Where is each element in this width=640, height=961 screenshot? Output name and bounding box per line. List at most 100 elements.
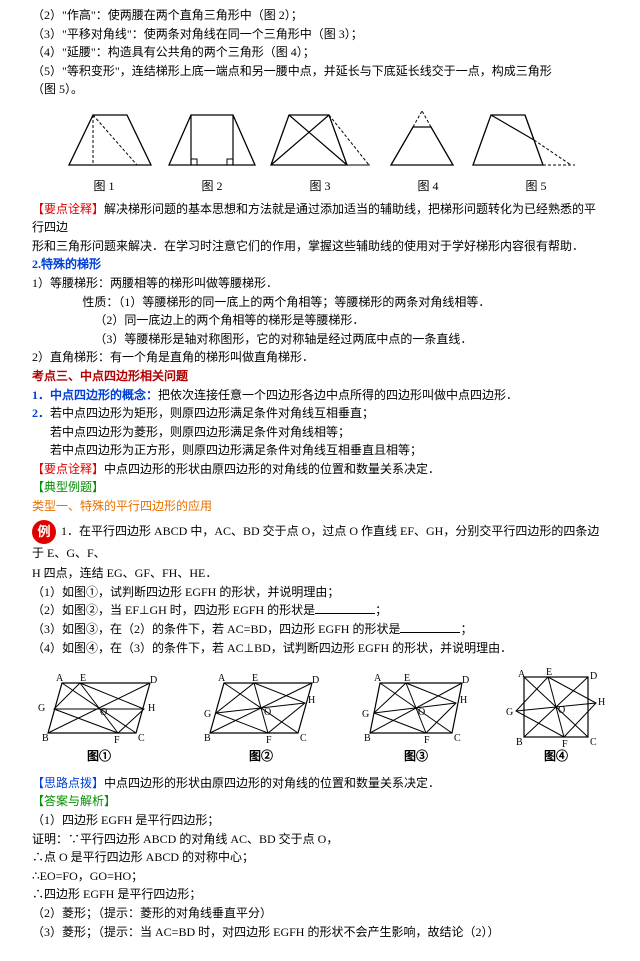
kd3-point-label: 【要点诠释】 — [32, 462, 104, 476]
svg-text:F: F — [114, 735, 120, 746]
text-line: （3）"平移对角线"：使两条对角线在同一个三角形中（图 3）； — [32, 25, 608, 44]
ex-q3: （3）如图③，在（2）的条件下，若 AC=BD，四边形 EGFH 的形状是 ； — [32, 620, 608, 639]
hint-label: 【思路点拨】 — [32, 776, 104, 790]
figure-2 — [163, 105, 261, 175]
svg-text:E: E — [404, 673, 410, 684]
ex-q2: （2）如图②，当 EF⊥GH 时，四边形 EGFH 的形状是 ； — [32, 601, 608, 620]
ex-q2-text: （2）如图②，当 EF⊥GH 时，四边形 EGFH 的形状是 — [32, 603, 315, 617]
kd3-l2a: 2． — [32, 406, 50, 420]
svg-text:A: A — [374, 673, 382, 684]
ans-3: ∴点 O 是平行四边形 ABCD 的对称中心； — [32, 848, 608, 867]
svg-text:G: G — [38, 703, 45, 714]
example-section: 【典型例题】 — [32, 478, 608, 497]
svg-text:O: O — [418, 707, 425, 718]
figure-3 — [265, 105, 375, 175]
svg-text:A: A — [518, 669, 526, 680]
svg-text:C: C — [138, 733, 145, 744]
svg-text:F: F — [266, 735, 272, 746]
s2-a1: 1）等腰梯形：两腰相等的梯形叫做等腰梯形． — [32, 274, 608, 293]
ex-q1: （1）如图①，试判断四边形 EGFH 的形状，并说明理由； — [32, 583, 608, 602]
svg-text:O: O — [558, 705, 565, 716]
svg-text:H: H — [148, 703, 155, 714]
figure-captions-1: 图 1 图 2 图 3 图 4 图 5 — [32, 177, 608, 196]
ex-q0b: H 四点，连结 EG、GF、FH、HE． — [32, 564, 608, 583]
svg-text:H: H — [308, 695, 315, 706]
ans-1: （1）四边形 EGFH 是平行四边形； — [32, 811, 608, 830]
kd3-point: 【要点诠释】中点四边形的形状由原四边形的对角线的位置和数量关系决定． — [32, 460, 608, 479]
figure-1 — [61, 105, 159, 175]
svg-text:H: H — [598, 697, 605, 708]
text-line: （5）"等积变形"，连结梯形上底一端点和另一腰中点，并延长与下底延长线交于一点，… — [32, 62, 608, 81]
text-line: （图 5）。 — [32, 80, 608, 99]
kd3-l3: 若中点四边形为菱形，则原四边形满足条件对角线相等； — [32, 423, 608, 442]
svg-text:G: G — [204, 709, 211, 720]
point-text: 解决梯形问题的基本思想和方法就是通过添加适当的辅助线，把梯形问题转化为已经熟悉的… — [32, 202, 596, 235]
caption: 图② — [194, 747, 328, 766]
svg-text:H: H — [460, 695, 467, 706]
svg-text:C: C — [454, 733, 461, 744]
example-badge: 例 — [32, 520, 56, 544]
ex-q3-end: ； — [460, 622, 472, 636]
point-text-2: 形和三角形问题来解决．在学习时注意它们的作用，掌握这些辅助线的使用对于学好梯形内… — [32, 237, 608, 256]
kd3-l4: 若中点四边形为正方形，则原四边形满足条件对角线互相垂直且相等； — [32, 441, 608, 460]
fig2-4: AE D GH O BF C 图④ — [504, 667, 608, 766]
section-2-title: 2.特殊的梯形 — [32, 255, 608, 274]
s2-p3: （3）等腰梯形是轴对称图形，它的对称轴是经过两底中点的一条直线． — [32, 330, 608, 349]
svg-text:B: B — [42, 733, 49, 744]
kd3-l1b: 把依次连接任意一个四边形各边中点所得的四边形叫做中点四边形． — [158, 388, 518, 402]
svg-text:A: A — [218, 673, 226, 684]
svg-text:E: E — [80, 673, 86, 684]
caption: 图 4 — [417, 177, 438, 196]
figure-5 — [469, 105, 579, 175]
blank-field[interactable] — [400, 621, 460, 633]
figure-row-2: A E D G H O B F C 图① A E D G H O B F C 图② — [32, 667, 608, 766]
svg-text:F: F — [424, 735, 430, 746]
ans-5: ∴四边形 EGFH 是平行四边形； — [32, 885, 608, 904]
svg-text:D: D — [312, 675, 319, 686]
blank-field[interactable] — [315, 602, 375, 614]
hint-text: 中点四边形的形状由原四边形的对角线的位置和数量关系决定． — [104, 776, 440, 790]
svg-text:C: C — [300, 733, 307, 744]
svg-text:D: D — [150, 675, 157, 686]
svg-text:O: O — [264, 707, 271, 718]
ex-q2-end: ； — [375, 603, 387, 617]
ans-7: （3）菱形；（提示：当 AC=BD 时，对四边形 EGFH 的形状不会产生影响，… — [32, 923, 608, 942]
ex-q0a: 1．在平行四边形 ABCD 中，AC、BD 交于点 O，过点 O 作直线 EF、… — [32, 523, 599, 559]
fig2-3: AE D GH O BF C 图③ — [356, 667, 476, 766]
ans-4: ∴EO=FO，GO=HO； — [32, 867, 608, 886]
figure-row-1 — [32, 105, 608, 175]
svg-text:E: E — [252, 673, 258, 684]
svg-text:C: C — [590, 737, 597, 748]
text-line: （4）"延腰"：构造具有公共角的两个三角形（图 4）； — [32, 43, 608, 62]
ans-6: （2）菱形；（提示：菱形的对角线垂直平分） — [32, 904, 608, 923]
fig2-1: AE D GH O BF C 图① — [32, 667, 166, 766]
kd3-title: 考点三、中点四边形相关问题 — [32, 367, 608, 386]
ex-q3-text: （3）如图③，在（2）的条件下，若 AC=BD，四边形 EGFH 的形状是 — [32, 622, 400, 636]
point-note: 【要点诠释】解决梯形问题的基本思想和方法就是通过添加适当的辅助线，把梯形问题转化… — [32, 200, 608, 237]
kd3-l2b: 若中点四边形为矩形，则原四边形满足条件对角线互相垂直； — [50, 406, 374, 420]
svg-text:D: D — [590, 671, 597, 682]
kd3-l2: 2．若中点四边形为矩形，则原四边形满足条件对角线互相垂直； — [32, 404, 608, 423]
s2-p1: 性质：（1）等腰梯形的同一底上的两个角相等；等腰梯形的两条对角线相等． — [32, 293, 608, 312]
text-line: （2）"作高"：使两腰在两个直角三角形中（图 2）； — [32, 6, 608, 25]
kd3-l1: 1．中点四边形的概念：把依次连接任意一个四边形各边中点所得的四边形叫做中点四边形… — [32, 386, 608, 405]
caption: 图 5 — [525, 177, 546, 196]
svg-text:G: G — [506, 707, 513, 718]
answer-label: 【答案与解析】 — [32, 792, 608, 811]
kd3-l1a: 1．中点四边形的概念： — [32, 388, 158, 402]
caption: 图③ — [356, 747, 476, 766]
caption: 图 1 — [93, 177, 114, 196]
svg-text:A: A — [56, 673, 64, 684]
caption: 图 2 — [201, 177, 222, 196]
s2-p2: （2）同一底边上的两个角相等的梯形是等腰梯形． — [32, 311, 608, 330]
hint-line: 【思路点拨】中点四边形的形状由原四边形的对角线的位置和数量关系决定． — [32, 774, 608, 793]
kd3-point-text: 中点四边形的形状由原四边形的对角线的位置和数量关系决定． — [104, 462, 440, 476]
svg-text:B: B — [364, 733, 371, 744]
caption: 图① — [32, 747, 166, 766]
example-badge-row: 例 1．在平行四边形 ABCD 中，AC、BD 交于点 O，过点 O 作直线 E… — [32, 520, 608, 563]
ex-q4: （4）如图④，在（3）的条件下，若 AC⊥BD，试判断四边形 EGFH 的形状，… — [32, 639, 608, 658]
svg-text:B: B — [204, 733, 211, 744]
caption: 图④ — [504, 747, 608, 766]
svg-text:D: D — [462, 675, 469, 686]
svg-text:E: E — [546, 667, 552, 678]
